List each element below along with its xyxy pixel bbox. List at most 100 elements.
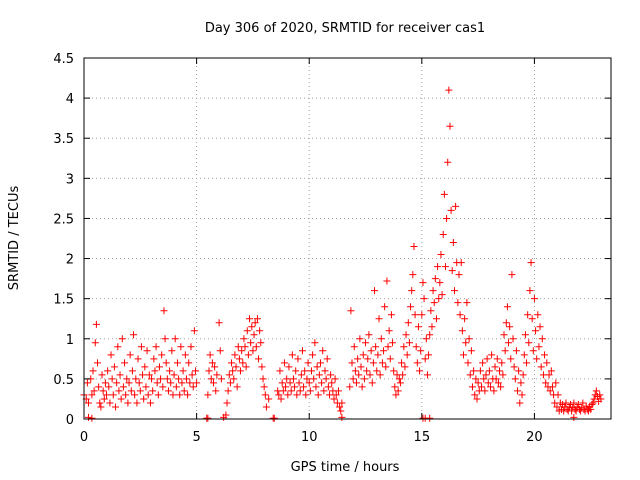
data-point xyxy=(216,347,224,355)
data-point xyxy=(128,367,136,375)
data-point xyxy=(516,399,524,407)
x-tick-label: 0 xyxy=(80,430,88,445)
data-point xyxy=(382,363,390,371)
data-point xyxy=(521,331,529,339)
data-point xyxy=(419,279,427,287)
chart-title: Day 306 of 2020, SRMTID for receiver cas… xyxy=(205,21,485,36)
data-point xyxy=(332,391,340,399)
data-point xyxy=(104,367,112,375)
data-point xyxy=(297,371,305,379)
data-point xyxy=(89,367,97,375)
data-point xyxy=(582,402,590,410)
data-point xyxy=(445,86,453,94)
data-point xyxy=(295,379,303,387)
data-point xyxy=(285,363,293,371)
data-point xyxy=(428,323,436,331)
data-point xyxy=(368,379,376,387)
data-point xyxy=(547,367,555,375)
data-point xyxy=(518,391,526,399)
data-point xyxy=(491,363,499,371)
data-point xyxy=(310,375,318,383)
data-point xyxy=(283,375,291,383)
data-point xyxy=(455,271,463,279)
data-point xyxy=(307,367,315,375)
data-point xyxy=(148,375,156,383)
data-point xyxy=(541,351,549,359)
data-point xyxy=(371,287,379,295)
data-point xyxy=(381,303,389,311)
data-point xyxy=(158,351,166,359)
data-point xyxy=(427,307,435,315)
data-point xyxy=(426,414,434,422)
data-point xyxy=(230,375,238,383)
data-point xyxy=(276,367,284,375)
axis-ticks xyxy=(83,57,611,420)
data-point xyxy=(503,303,511,311)
data-point xyxy=(162,359,170,367)
data-point xyxy=(108,375,116,383)
data-point xyxy=(302,391,310,399)
data-point xyxy=(241,343,249,351)
data-point xyxy=(542,379,550,387)
data-point xyxy=(338,399,346,407)
data-point xyxy=(90,387,98,395)
data-point xyxy=(372,343,380,351)
data-point xyxy=(226,379,234,387)
data-point xyxy=(157,375,165,383)
data-point xyxy=(429,287,437,295)
data-point xyxy=(256,327,264,335)
data-point xyxy=(118,335,126,343)
data-point xyxy=(436,279,444,287)
plot-frame xyxy=(83,57,612,420)
data-point xyxy=(418,311,426,319)
data-point xyxy=(265,395,273,403)
data-point xyxy=(239,359,247,367)
data-point xyxy=(112,403,120,411)
data-point xyxy=(439,230,447,238)
data-point xyxy=(173,359,181,367)
data-point xyxy=(251,319,259,327)
data-point xyxy=(357,363,365,371)
y-tick-label: 0.5 xyxy=(53,373,74,388)
data-point xyxy=(99,387,107,395)
data-point xyxy=(134,355,142,363)
data-point xyxy=(526,287,534,295)
data-point xyxy=(319,347,327,355)
y-tick-labels: 0 0.5 1 1.5 2 2.5 3 3.5 4 4.5 xyxy=(53,52,74,428)
data-point xyxy=(184,391,192,399)
data-point xyxy=(88,391,96,399)
data-point xyxy=(483,355,491,363)
data-point xyxy=(574,401,582,409)
data-point xyxy=(488,351,496,359)
data-point xyxy=(242,363,250,371)
data-point xyxy=(592,387,600,395)
data-point xyxy=(98,371,106,379)
data-point xyxy=(234,343,242,351)
data-point xyxy=(354,355,362,363)
data-point xyxy=(114,343,122,351)
data-point xyxy=(259,375,267,383)
data-point xyxy=(374,351,382,359)
data-point xyxy=(279,387,287,395)
data-point xyxy=(364,355,372,363)
data-point xyxy=(452,202,460,210)
data-point xyxy=(502,319,510,327)
data-point xyxy=(189,383,197,391)
data-point xyxy=(414,323,422,331)
data-point xyxy=(485,367,493,375)
data-point xyxy=(334,387,342,395)
data-point xyxy=(261,391,269,399)
data-point xyxy=(506,323,514,331)
data-point xyxy=(535,343,543,351)
data-point xyxy=(430,299,438,307)
data-point xyxy=(204,414,212,422)
data-point xyxy=(228,359,236,367)
data-point xyxy=(392,391,400,399)
data-point xyxy=(359,351,367,359)
data-point xyxy=(250,331,258,339)
data-point xyxy=(172,383,180,391)
data-point xyxy=(296,387,304,395)
data-point xyxy=(443,214,451,222)
data-point xyxy=(387,311,395,319)
